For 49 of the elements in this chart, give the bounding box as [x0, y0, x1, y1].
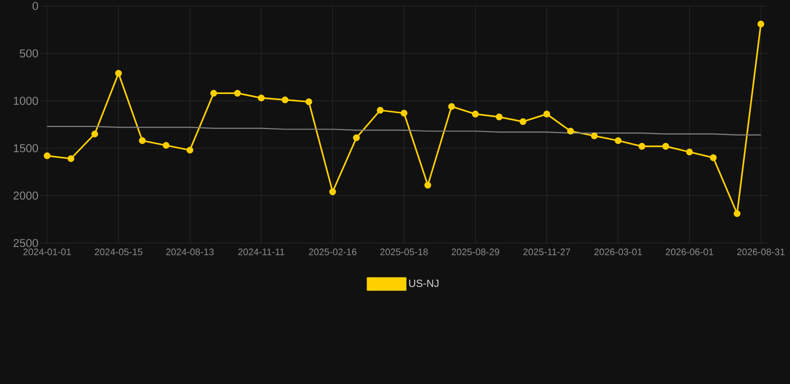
point: [567, 128, 574, 135]
point: [68, 155, 74, 162]
x-tick-label: 2026-03-01: [594, 248, 642, 256]
point: [710, 154, 717, 162]
x-tick-label: 2025-02-16: [308, 248, 356, 256]
point: [329, 188, 336, 196]
point: [638, 142, 646, 150]
point: [757, 20, 764, 28]
point: [400, 110, 408, 117]
point: [590, 132, 598, 140]
point: [662, 142, 670, 150]
y-tick-label: 2500: [14, 238, 38, 248]
point: [472, 110, 479, 118]
point: [210, 90, 218, 97]
point: [234, 90, 241, 97]
point: [305, 98, 312, 106]
x-tick-label: 2024-11-11: [238, 248, 284, 256]
point: [543, 110, 550, 118]
point: [258, 94, 265, 102]
point: [614, 137, 622, 144]
point: [91, 130, 98, 138]
point: [162, 142, 170, 149]
point: [376, 106, 384, 114]
point: [138, 137, 146, 144]
legend-label: US-NJ: [409, 280, 438, 288]
point: [496, 114, 503, 120]
point: [734, 210, 740, 218]
point: [520, 118, 526, 126]
y-tick-label: 500: [20, 49, 38, 58]
point: [115, 70, 122, 77]
point: [424, 182, 432, 189]
x-tick-label: 2024-01-01: [23, 248, 71, 256]
x-tick-label: 2024-05-15: [94, 248, 142, 256]
y-tick-label: 1500: [14, 144, 38, 152]
y-tick-label: 2000: [14, 192, 38, 200]
x-tick-label: 2025-05-18: [380, 248, 428, 256]
point: [282, 96, 288, 104]
y-tick-label: 1000: [14, 96, 38, 105]
x-tick-label: 2024-08-13: [166, 248, 214, 256]
point: [448, 103, 455, 110]
x-tick-label: 2025-08-29: [452, 248, 500, 256]
point: [353, 134, 360, 142]
x-tick-label: 2026-06-01: [666, 248, 714, 256]
point: [686, 148, 693, 156]
y-tick-label: 0: [32, 2, 38, 10]
point: [186, 146, 194, 154]
x-tick-label: 2026-08-31: [737, 248, 785, 256]
x-tick-label: 2025-11-27: [523, 248, 570, 256]
point: [44, 152, 51, 160]
